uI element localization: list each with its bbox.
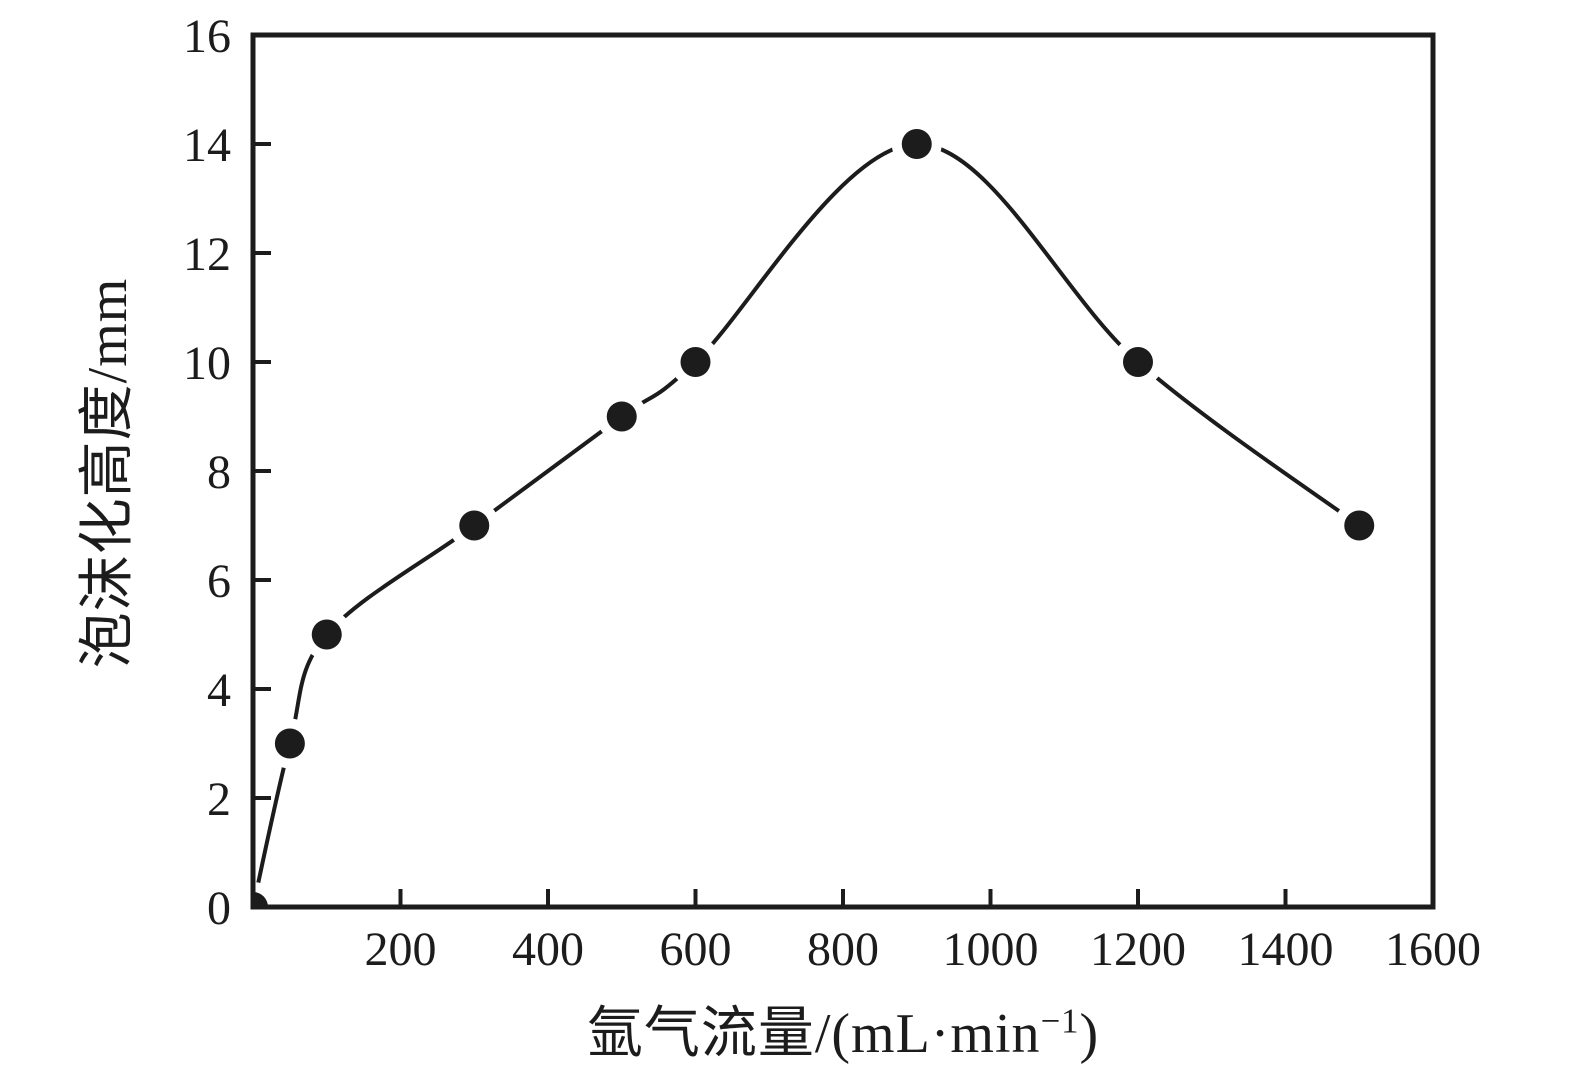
x-axis-title-close: ) bbox=[1079, 1003, 1100, 1065]
x-tick-label: 1600 bbox=[1385, 923, 1481, 976]
y-tick-label: 14 bbox=[183, 119, 231, 172]
data-curve bbox=[253, 141, 1361, 907]
x-axis-title-base: 氩气流量/(mL·min bbox=[586, 1003, 1041, 1065]
x-tick-label: 400 bbox=[512, 923, 584, 976]
y-tick-label: 4 bbox=[207, 664, 231, 717]
y-tick-label: 6 bbox=[207, 555, 231, 608]
data-point-marker bbox=[901, 129, 932, 159]
x-axis-title-superscript: −1 bbox=[1040, 1001, 1080, 1041]
y-tick-label: 2 bbox=[207, 773, 231, 826]
y-tick-label: 0 bbox=[207, 882, 231, 935]
y-axis-title: 泡沫化高度/mm bbox=[77, 277, 139, 669]
plot-border bbox=[250, 32, 1436, 910]
data-point-marker bbox=[253, 892, 268, 907]
x-tick-label: 600 bbox=[660, 923, 732, 976]
x-tick-label: 1400 bbox=[1238, 923, 1334, 976]
y-tick-label: 12 bbox=[183, 228, 231, 281]
y-tick-label: 16 bbox=[183, 10, 231, 63]
data-point-marker bbox=[606, 401, 637, 432]
x-tick-label: 800 bbox=[807, 923, 879, 976]
data-point-marker bbox=[274, 728, 305, 759]
plot-area bbox=[253, 119, 1385, 907]
x-tick-label: 1200 bbox=[1090, 923, 1186, 976]
data-point-marker bbox=[1123, 347, 1153, 377]
x-tick-label: 1000 bbox=[943, 923, 1039, 976]
data-point-marker bbox=[1344, 510, 1375, 541]
data-point-marker bbox=[680, 347, 711, 377]
data-point-marker bbox=[311, 619, 342, 650]
x-tick-label: 200 bbox=[365, 923, 437, 976]
y-tick-label: 10 bbox=[183, 337, 231, 390]
y-tick-label: 8 bbox=[207, 446, 231, 499]
data-point-marker bbox=[459, 510, 490, 541]
x-axis-title: 氩气流量/(mL·min−1) bbox=[253, 998, 1433, 1070]
